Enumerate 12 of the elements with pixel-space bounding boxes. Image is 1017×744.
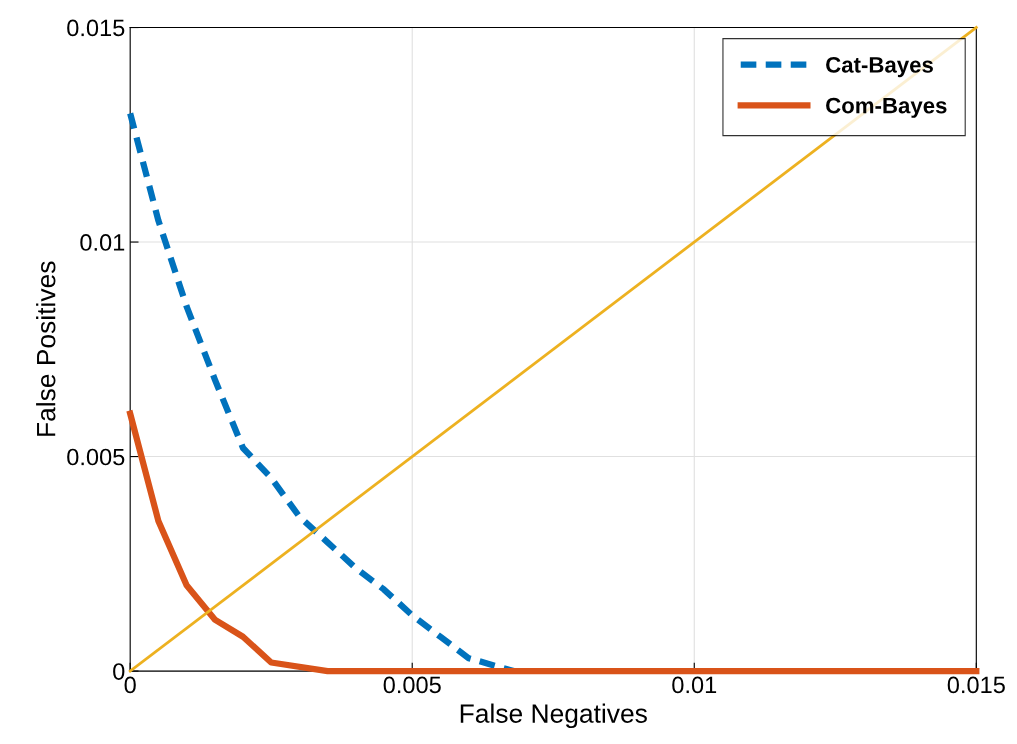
y-axis-title: False Positives [36,261,56,436]
y-tick-label: 0.01 [80,234,125,251]
y-tick-label: 0 [113,663,125,680]
y-tick-label: 0.005 [67,448,125,466]
legend-label: Cat-Bayes [826,57,933,78]
x-tick-label: 0.01 [672,676,717,694]
x-tick-label: 0 [124,676,136,694]
y-tick-label: 0.015 [67,19,125,37]
x-tick-label: 0.005 [383,676,441,694]
x-tick-label: 0.015 [947,676,1005,694]
x-axis-title: False Negatives [460,703,647,729]
legend-label: Com-Bayes [826,97,947,118]
